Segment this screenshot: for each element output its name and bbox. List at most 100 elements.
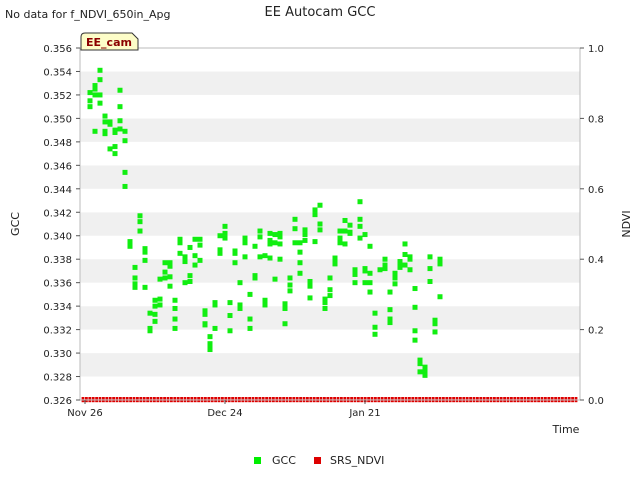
ndvi-point bbox=[251, 399, 255, 403]
ndvi-point bbox=[343, 399, 347, 403]
left-tick-label: 0.342 bbox=[43, 208, 72, 219]
gcc-point bbox=[277, 234, 283, 240]
ndvi-point bbox=[350, 397, 353, 400]
no-data-note: No data for f_NDVI_650in_Apg bbox=[5, 8, 171, 21]
right-tick-label: 0.2 bbox=[588, 326, 604, 337]
gcc-point bbox=[307, 295, 313, 301]
gcc-point bbox=[407, 256, 413, 262]
gcc-point bbox=[347, 230, 353, 236]
gcc-point bbox=[267, 241, 273, 247]
gcc-point bbox=[157, 302, 163, 308]
gcc-point bbox=[132, 264, 138, 270]
gcc-point bbox=[247, 316, 253, 322]
gcc-point bbox=[252, 243, 258, 249]
ndvi-point bbox=[353, 397, 357, 400]
ndvi-point bbox=[268, 397, 272, 400]
ndvi-point bbox=[374, 399, 377, 403]
ndvi-point bbox=[105, 397, 109, 400]
gcc-point bbox=[367, 289, 373, 295]
ndvi-point bbox=[418, 397, 421, 400]
ndvi-point bbox=[523, 399, 527, 403]
ndvi-point bbox=[567, 397, 571, 400]
gcc-point bbox=[427, 266, 433, 272]
gcc-point bbox=[227, 313, 233, 319]
background-band bbox=[80, 141, 580, 166]
ndvi-point bbox=[295, 399, 299, 403]
gcc-point bbox=[412, 286, 418, 292]
gcc-point bbox=[92, 83, 98, 89]
gcc-point bbox=[237, 305, 243, 311]
gcc-point bbox=[417, 361, 423, 367]
ndvi-point bbox=[272, 399, 275, 403]
gcc-point bbox=[337, 235, 343, 241]
ndvi-point bbox=[513, 397, 517, 400]
ndvi-point bbox=[234, 397, 238, 400]
ndvi-point bbox=[550, 397, 554, 400]
background-band bbox=[80, 212, 580, 236]
ndvi-point bbox=[510, 397, 513, 400]
ndvi-point bbox=[493, 397, 496, 400]
ndvi-point bbox=[312, 397, 316, 400]
ndvi-point bbox=[207, 399, 211, 403]
gcc-point bbox=[292, 226, 298, 232]
legend: GCC SRS_NDVI bbox=[254, 454, 384, 467]
ndvi-point bbox=[370, 397, 374, 400]
ndvi-point bbox=[496, 397, 500, 400]
ndvi-point bbox=[197, 399, 200, 403]
ndvi-point bbox=[397, 397, 401, 400]
ndvi-point bbox=[102, 399, 105, 403]
gcc-point bbox=[207, 347, 213, 353]
ndvi-point bbox=[231, 397, 234, 400]
gcc-point bbox=[92, 86, 98, 92]
gcc-point bbox=[322, 305, 328, 311]
gcc-point bbox=[227, 328, 233, 334]
gcc-point bbox=[437, 294, 443, 300]
gcc-point bbox=[297, 260, 303, 266]
ndvi-point bbox=[387, 397, 391, 400]
gcc-point bbox=[387, 320, 393, 326]
gcc-point bbox=[137, 219, 143, 225]
ndvi-point bbox=[316, 399, 319, 403]
ndvi-point bbox=[469, 397, 472, 400]
ndvi-point bbox=[306, 397, 309, 400]
gcc-point bbox=[292, 216, 298, 222]
left-tick-label: 0.356 bbox=[43, 44, 72, 55]
gcc-point bbox=[287, 282, 293, 288]
gcc-point bbox=[207, 334, 213, 340]
ndvi-point bbox=[482, 397, 486, 400]
gcc-point bbox=[227, 300, 233, 306]
gcc-point bbox=[337, 240, 343, 246]
left-tick-label: 0.352 bbox=[43, 91, 72, 102]
ndvi-point bbox=[197, 397, 200, 400]
ndvi-point bbox=[238, 397, 241, 400]
gcc-point bbox=[132, 275, 138, 281]
ndvi-point bbox=[387, 399, 391, 403]
gcc-point bbox=[222, 230, 228, 236]
gcc-point bbox=[157, 296, 163, 302]
right-axis-title: NDVI bbox=[620, 210, 633, 237]
gcc-point bbox=[107, 146, 113, 152]
x-axis-title: Time bbox=[552, 423, 580, 436]
ndvi-point bbox=[503, 399, 506, 403]
ndvi-point bbox=[210, 397, 214, 400]
ndvi-point bbox=[125, 397, 129, 400]
ndvi-point bbox=[241, 397, 245, 400]
gcc-point bbox=[347, 222, 353, 228]
gcc-point bbox=[382, 266, 388, 272]
gcc-point bbox=[187, 278, 193, 284]
gcc-point bbox=[162, 269, 168, 275]
ndvi-point bbox=[129, 397, 132, 400]
ndvi-point bbox=[455, 399, 459, 403]
left-tick-label: 0.346 bbox=[43, 161, 72, 172]
gcc-point bbox=[372, 324, 378, 330]
ndvi-point bbox=[408, 399, 411, 403]
gcc-point bbox=[367, 243, 373, 249]
ndvi-point bbox=[146, 397, 149, 400]
ndvi-point bbox=[91, 399, 95, 403]
ndvi-point bbox=[204, 397, 207, 400]
ndvi-point bbox=[272, 397, 275, 400]
ndvi-point bbox=[299, 399, 302, 403]
ndvi-point bbox=[85, 399, 88, 403]
ndvi-point bbox=[540, 397, 544, 400]
ndvi-point bbox=[557, 399, 561, 403]
